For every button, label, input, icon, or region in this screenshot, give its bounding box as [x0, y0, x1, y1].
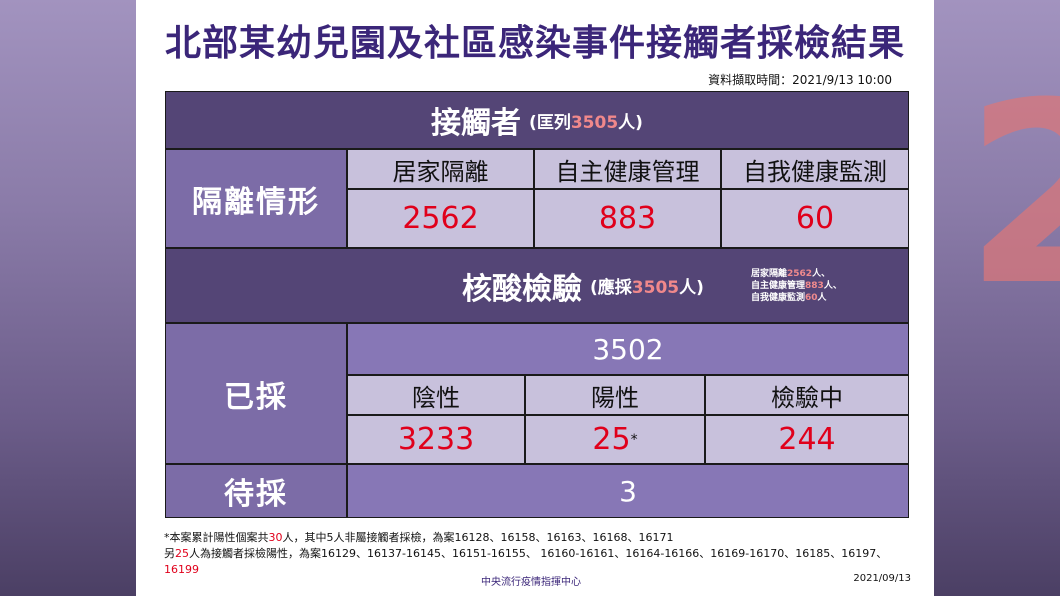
- testing-header-cell: 核酸檢驗 (應採3505人): [165, 248, 909, 323]
- collected-total: 3502: [347, 323, 909, 375]
- collected-col-negative: 陰性: [347, 375, 525, 415]
- slide-date: 2021/09/13: [853, 573, 911, 584]
- source-label: 中央流行疫情指揮中心: [481, 577, 581, 588]
- background-right: 2: [934, 0, 1060, 596]
- quarantine-side-label: 隔離情形: [165, 149, 347, 248]
- results-table: 接觸者 (匡列3505人) 隔離情形 居家隔離 自主健康管理 自我健康監測 25…: [165, 91, 909, 518]
- contacts-header-cell: 接觸者 (匡列3505人): [165, 91, 909, 149]
- testing-count: (應採3505人): [590, 278, 704, 298]
- pending-side-label: 待採: [165, 464, 347, 518]
- data-timestamp: 資料擷取時間：2021/9/13 10:00: [708, 73, 892, 87]
- quarantine-col-home: 居家隔離: [347, 149, 534, 189]
- footnote-line-3: 16199: [164, 563, 199, 576]
- note-line-home: 居家隔離2562人、: [751, 269, 831, 279]
- footnote-line-1: *本案累計陽性個案共30人，其中5人非屬接觸者採檢，為案16128、16158、…: [164, 531, 674, 544]
- quarantine-val-home: 2562: [347, 189, 534, 248]
- testing-header: 核酸檢驗: [462, 271, 582, 307]
- collected-val-negative: 3233: [347, 415, 525, 464]
- collected-val-positive-cell: 25 *: [525, 415, 705, 464]
- positive-footnote-mark: *: [630, 431, 638, 448]
- quarantine-col-self-manage: 自主健康管理: [534, 149, 721, 189]
- contacts-count: (匡列3505人): [529, 112, 643, 133]
- background-left: [0, 0, 136, 596]
- collected-side-label: 已採: [165, 323, 347, 464]
- note-line-self-manage: 自主健康管理883人、: [751, 281, 842, 291]
- page-title: 北部某幼兒園及社區感染事件接觸者採檢結果: [164, 23, 905, 64]
- collected-col-positive: 陽性: [525, 375, 705, 415]
- pending-value: 3: [347, 464, 909, 518]
- quarantine-val-self-monitor: 60: [721, 189, 909, 248]
- collected-col-testing: 檢驗中: [705, 375, 909, 415]
- contacts-header: 接觸者: [431, 106, 522, 141]
- footnote-line-2: 另25人為接觸者採檢陽性，為案16129、16137-16145、16151-1…: [164, 547, 888, 560]
- collected-val-testing: 244: [705, 415, 909, 464]
- footnote: *本案累計陽性個案共30人，其中5人非屬接觸者採檢，為案16128、16158、…: [164, 530, 924, 578]
- slide: 北部某幼兒園及社區感染事件接觸者採檢結果 資料擷取時間：2021/9/13 10…: [136, 0, 934, 596]
- background-glyph: 2: [964, 49, 1060, 340]
- testing-breakdown-note: 居家隔離2562人、 自主健康管理883人、 自我健康監測60人: [751, 268, 842, 304]
- quarantine-val-self-manage: 883: [534, 189, 721, 248]
- quarantine-col-self-monitor: 自我健康監測: [721, 149, 909, 189]
- collected-val-positive: 25: [592, 422, 631, 457]
- note-line-self-monitor: 自我健康監測60人: [751, 293, 827, 303]
